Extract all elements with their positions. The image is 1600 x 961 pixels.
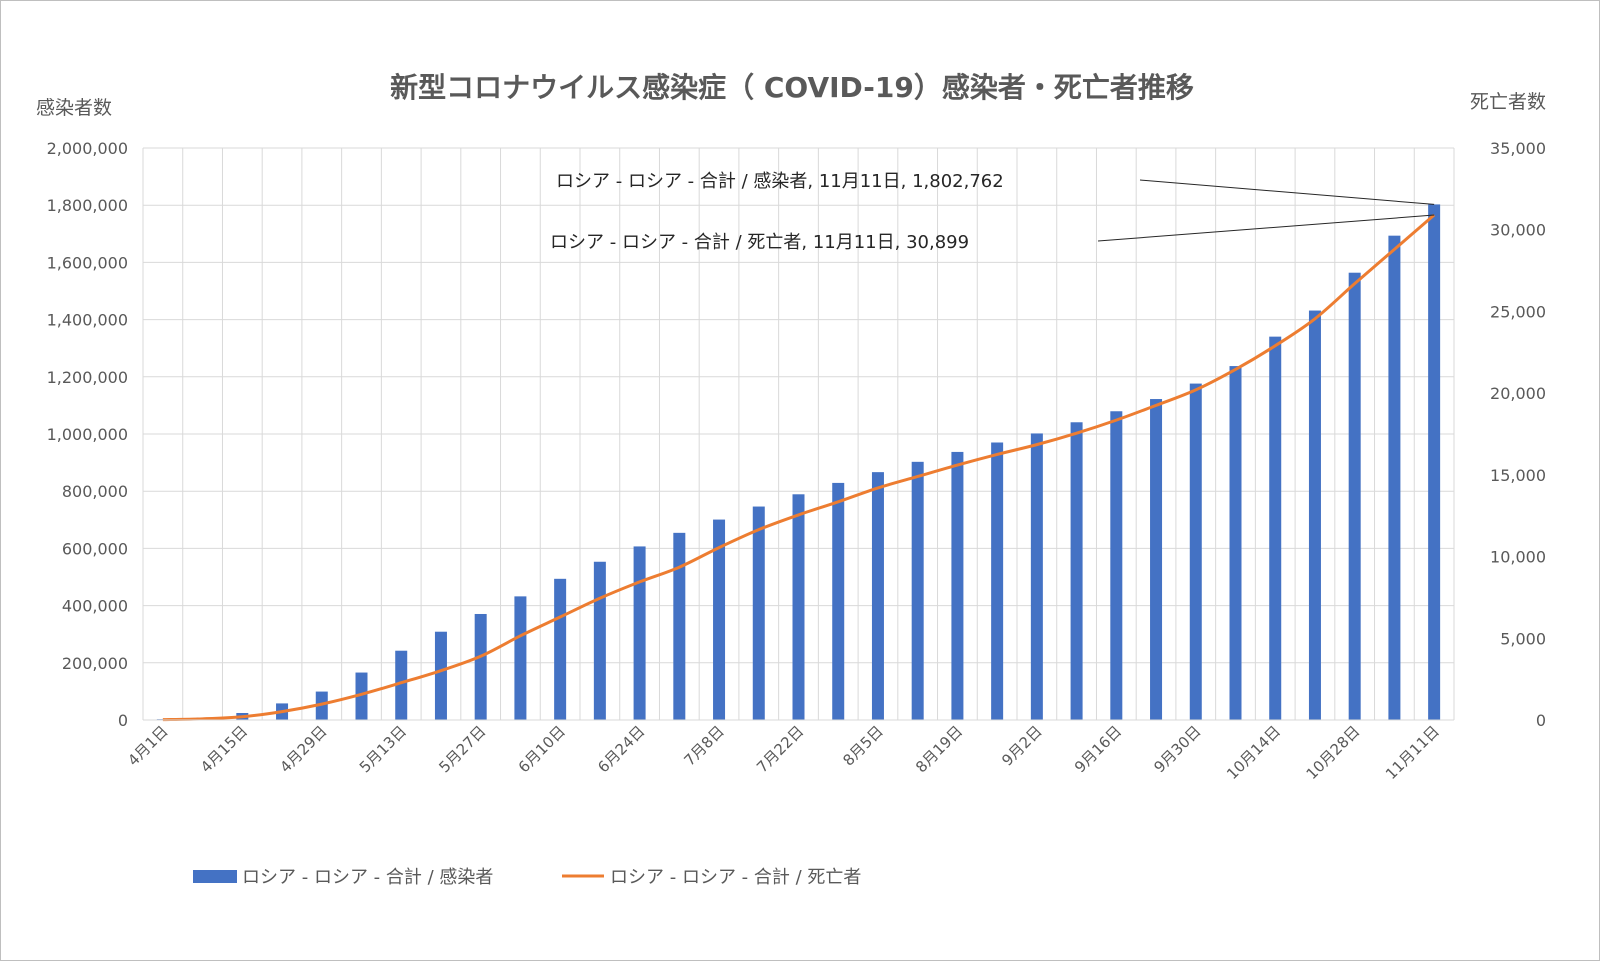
- annotation-deaths: ロシア - ロシア - 合計 / 死亡者, 11月11日, 30,899: [550, 232, 969, 253]
- annotation-leader-deaths: [1097, 214, 1435, 242]
- x-tick-label: 9月2日: [998, 722, 1045, 769]
- x-tick-label: 4月15日: [197, 722, 251, 776]
- bar: [1070, 422, 1083, 720]
- legend-label-deaths: ロシア - ロシア - 合計 / 死亡者: [610, 867, 861, 888]
- left-tick-label: 400,000: [62, 597, 128, 616]
- right-tick-label: 0: [1536, 711, 1546, 730]
- x-axis-ticks: 4月1日 4月15日 4月29日 5月13日 5月27日 6月10日 6月24日 7月8日 7月…: [124, 722, 1443, 783]
- x-tick-label: 6月24日: [594, 722, 648, 776]
- bar: [395, 650, 408, 720]
- x-tick-label: 5月13日: [356, 722, 410, 776]
- bar: [1428, 204, 1441, 721]
- annotation-leader-infected: [1139, 179, 1435, 205]
- bar: [593, 561, 606, 720]
- left-tick-label: 1,200,000: [47, 368, 128, 387]
- left-tick-label: 1,400,000: [47, 311, 128, 330]
- x-tick-label: 10月14日: [1223, 722, 1284, 783]
- right-axis-title: 死亡者数: [1470, 91, 1546, 113]
- legend-label-infected: ロシア - ロシア - 合計 / 感染者: [242, 867, 493, 888]
- bar: [951, 451, 964, 720]
- right-tick-label: 10,000: [1490, 548, 1546, 567]
- x-tick-label: 7月22日: [753, 722, 807, 776]
- right-tick-label: 30,000: [1490, 221, 1546, 240]
- x-tick-label: 7月8日: [680, 722, 727, 769]
- bar: [355, 672, 368, 720]
- bar: [434, 631, 447, 720]
- bar: [1110, 411, 1123, 720]
- chart-title: 新型コロナウイルス感染症（ COVID-19）感染者・死亡者推移: [390, 71, 1194, 104]
- right-tick-label: 5,000: [1500, 629, 1546, 648]
- bar: [1269, 336, 1282, 720]
- left-tick-label: 2,000,000: [47, 139, 128, 158]
- bar: [871, 472, 884, 720]
- bar: [792, 494, 805, 720]
- bar: [1229, 366, 1242, 720]
- x-tick-label: 6月10日: [515, 722, 569, 776]
- left-tick-label: 1,600,000: [47, 253, 128, 272]
- left-axis-ticks: 0 200,000 400,000 600,000 800,000 1,000,000 1,…: [47, 139, 128, 730]
- right-tick-label: 20,000: [1490, 384, 1546, 403]
- bar: [554, 578, 567, 720]
- x-tick-label: 8月19日: [912, 722, 966, 776]
- bar: [1150, 399, 1163, 720]
- right-tick-label: 25,000: [1490, 302, 1546, 321]
- bar: [1030, 433, 1043, 720]
- annotation-infected: ロシア - ロシア - 合計 / 感染者, 11月11日, 1,802,762: [556, 171, 1004, 192]
- x-tick-label: 8月5日: [839, 722, 886, 769]
- infected-bars: [156, 204, 1441, 721]
- left-tick-label: 0: [118, 711, 128, 730]
- x-tick-label: 5月27日: [435, 722, 489, 776]
- legend-swatch-infected: [193, 870, 237, 883]
- right-axis-ticks: 0 5,000 10,000 15,000 20,000 25,000 30,000 35,0…: [1490, 139, 1546, 730]
- x-tick-label: 10月28日: [1303, 722, 1364, 783]
- deaths-line: [162, 213, 1436, 722]
- x-tick-label: 11月11日: [1382, 722, 1443, 783]
- left-tick-label: 800,000: [62, 482, 128, 501]
- right-tick-label: 35,000: [1490, 139, 1546, 158]
- left-tick-label: 200,000: [62, 654, 128, 673]
- annotations: ロシア - ロシア - 合計 / 感染者, 11月11日, 1,802,762 …: [550, 171, 1435, 253]
- bar: [713, 519, 726, 720]
- bar: [1308, 310, 1321, 720]
- bar: [1348, 272, 1361, 720]
- bar: [832, 482, 845, 720]
- x-tick-label: 9月16日: [1071, 722, 1125, 776]
- left-axis-title: 感染者数: [36, 97, 112, 119]
- bar: [315, 691, 328, 720]
- bar: [752, 506, 765, 720]
- bar: [474, 613, 487, 720]
- bar: [633, 546, 646, 720]
- bar: [514, 596, 527, 720]
- x-tick-label: 9月30日: [1150, 722, 1204, 776]
- bar: [1189, 383, 1202, 720]
- x-tick-label: 4月1日: [124, 722, 171, 769]
- bar: [673, 532, 686, 720]
- legend: ロシア - ロシア - 合計 / 感染者 ロシア - ロシア - 合計 / 死亡…: [193, 867, 861, 888]
- bar: [991, 442, 1004, 720]
- left-tick-label: 1,000,000: [47, 425, 128, 444]
- bar: [1388, 235, 1401, 720]
- right-tick-label: 15,000: [1490, 466, 1546, 485]
- left-tick-label: 600,000: [62, 539, 128, 558]
- left-tick-label: 1,800,000: [47, 196, 128, 215]
- deaths-series-line: [162, 213, 1436, 722]
- x-tick-label: 4月29日: [276, 722, 330, 776]
- bar: [911, 461, 924, 720]
